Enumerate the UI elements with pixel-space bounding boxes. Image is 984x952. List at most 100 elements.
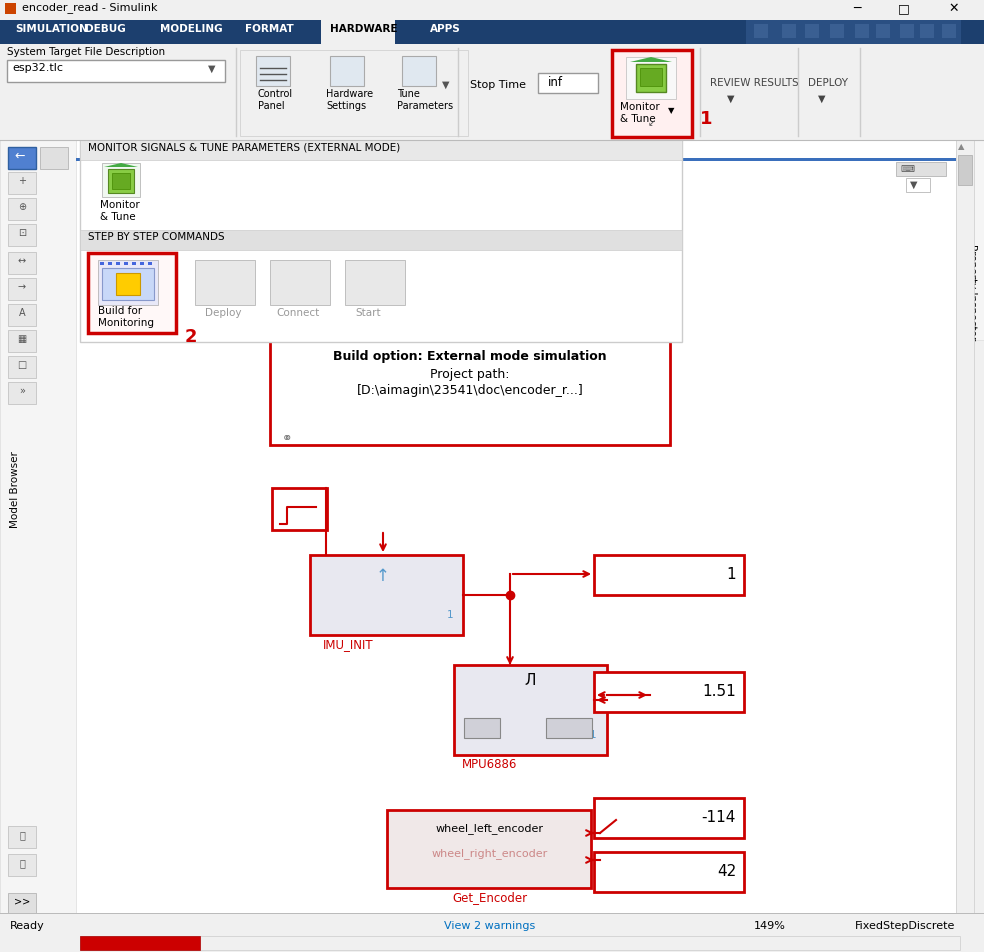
Text: Hardware
Settings: Hardware Settings [326,89,373,110]
Bar [0,913,984,952]
Text: MPU6886: MPU6886 [462,758,518,771]
Bar [270,337,670,445]
Text: ▦: ▦ [18,334,27,344]
Bar [958,155,972,185]
Text: +: + [18,176,26,186]
Text: APPS: APPS [430,24,461,34]
Text: 1: 1 [589,730,596,740]
Text: ─: ─ [853,2,860,15]
Text: 2: 2 [185,328,198,346]
Text: ✕: ✕ [948,2,958,15]
Polygon shape [104,163,138,167]
Text: -114: -114 [702,810,736,825]
Bar [321,20,395,44]
Text: Tune
Parameters: Tune Parameters [397,89,453,110]
Text: ▼: ▼ [442,80,450,90]
Bar [0,913,984,914]
Bar [270,260,330,305]
Bar [900,24,914,38]
Bar [896,162,946,176]
Bar [8,304,36,326]
Bar [88,253,176,333]
Text: ▼: ▼ [727,94,734,104]
Bar [8,826,36,848]
Bar [76,158,956,161]
Bar [80,140,682,160]
Bar [805,24,819,38]
Bar [454,665,607,755]
Text: Get_Encoder: Get_Encoder [453,891,527,904]
Bar [240,50,468,136]
Text: View 2 warnings: View 2 warnings [445,921,535,931]
Bar [464,718,500,738]
Bar [98,260,158,305]
Text: Monitor
& Tune: Monitor & Tune [100,200,140,222]
Text: Start: Start [355,308,381,318]
Text: 1: 1 [700,110,712,128]
Bar [876,24,890,38]
Bar [108,262,112,265]
Bar [0,0,984,20]
Bar [272,488,327,530]
Bar [0,140,76,915]
Text: 1.51: 1.51 [703,684,736,699]
Bar [7,60,225,82]
Bar [830,24,844,38]
Text: ▼: ▼ [818,94,826,104]
Text: →: → [18,282,26,292]
Text: HARDWARE: HARDWARE [330,24,398,34]
Text: ↔: ↔ [18,256,26,266]
Text: System Target File Description: System Target File Description [7,47,165,57]
Text: Model Browser: Model Browser [10,451,20,528]
Text: 149%: 149% [754,921,786,931]
Text: Л: Л [524,673,535,688]
Bar [8,147,36,169]
Text: 📊: 📊 [19,858,25,868]
Text: wheel_right_encoder: wheel_right_encoder [432,848,548,859]
Bar [195,260,255,305]
Bar [8,330,36,352]
Bar [100,262,104,265]
Text: ⊡: ⊡ [18,228,26,238]
Text: DEBUG: DEBUG [85,24,126,34]
Bar [8,172,36,194]
Bar [8,854,36,876]
Bar [8,382,36,404]
Text: IMU_INIT: IMU_INIT [323,638,373,651]
Bar [920,24,934,38]
Text: Stop Time: Stop Time [470,80,526,90]
Bar [310,555,463,635]
Bar [40,147,68,169]
Text: REVIEW RESULTS: REVIEW RESULTS [710,78,799,88]
Bar [594,852,744,892]
Text: esp32.tlc: esp32.tlc [12,63,63,73]
Bar [8,893,36,913]
Text: Deploy: Deploy [205,308,241,318]
Text: ⚭: ⚭ [282,432,292,445]
Bar [345,260,405,305]
Text: >>: >> [14,896,31,906]
Text: ▼: ▼ [910,180,917,190]
Bar [612,50,692,137]
Bar [956,140,974,915]
Bar [108,169,134,193]
Bar [116,262,120,265]
Text: 1: 1 [447,610,453,620]
Bar [148,262,152,265]
Text: □: □ [898,2,910,15]
Text: Connect: Connect [276,308,319,318]
Bar [387,810,591,888]
Bar [754,24,768,38]
Text: Ready: Ready [10,921,44,931]
Text: ⊕: ⊕ [18,202,26,212]
Bar [0,20,984,44]
Bar [102,268,154,300]
Bar [330,56,364,86]
Bar [8,356,36,378]
Text: Monitor
& Tune: Monitor & Tune [620,102,659,124]
Bar [80,140,682,342]
Bar [80,936,960,950]
Bar [626,57,676,99]
Text: FixedStepDiscrete: FixedStepDiscrete [855,921,955,931]
Text: MODELING: MODELING [160,24,222,34]
